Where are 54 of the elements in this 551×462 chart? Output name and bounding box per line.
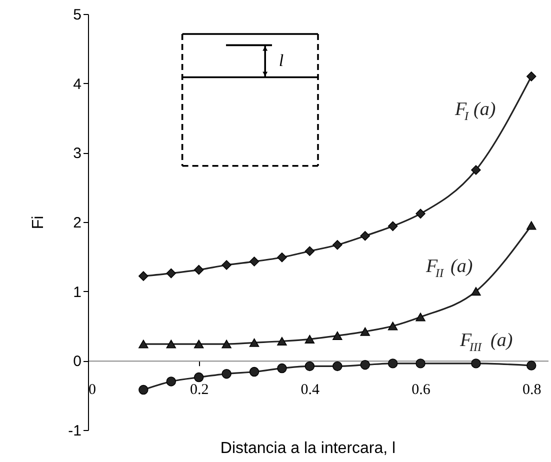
point (194, 372, 204, 382)
point (332, 240, 342, 250)
point (471, 358, 481, 368)
point (332, 361, 342, 372)
point (304, 334, 315, 344)
y-tick-label: 4 (73, 76, 82, 93)
point (138, 271, 148, 281)
point (388, 322, 398, 330)
point (194, 340, 204, 348)
point (166, 376, 176, 386)
point (360, 230, 370, 241)
point (471, 287, 481, 296)
point (526, 72, 536, 82)
point (388, 221, 398, 232)
point (471, 165, 481, 175)
point (304, 246, 315, 256)
point (526, 221, 536, 230)
point (416, 358, 426, 368)
point (138, 384, 148, 395)
point (416, 312, 426, 322)
y-tick-label: -1 (68, 422, 82, 440)
point (332, 331, 342, 340)
point (416, 208, 426, 219)
point (360, 360, 370, 370)
y-tick-label: 5 (73, 6, 82, 24)
point (249, 366, 260, 377)
point (222, 340, 232, 348)
point (222, 368, 232, 379)
point (138, 340, 148, 348)
x-axis-title: Distancia a la intercara, l (220, 440, 396, 457)
point (388, 358, 398, 368)
point (222, 260, 232, 270)
point (526, 360, 536, 370)
x-tick-label: 0 (88, 382, 96, 398)
x-tick-label: 0.8 (522, 382, 542, 398)
y-axis-title: Fi (30, 216, 48, 230)
annotation: l (278, 51, 284, 70)
y-tick-label: 3 (73, 145, 82, 162)
point (194, 264, 204, 275)
y-tick-label: 1 (73, 284, 82, 301)
x-tick-label: 0.2 (190, 382, 209, 398)
point (277, 363, 287, 374)
point (249, 256, 260, 266)
point (277, 252, 287, 262)
point (166, 340, 176, 348)
x-tick-label: 0.4 (300, 382, 320, 398)
point (360, 327, 370, 336)
point (249, 338, 260, 347)
point (277, 336, 287, 346)
point (304, 361, 315, 372)
x-tick-label: 0.6 (412, 382, 431, 398)
y-tick-label: 2 (73, 214, 82, 232)
y-tick-label: 0 (73, 353, 82, 370)
point (166, 268, 176, 278)
